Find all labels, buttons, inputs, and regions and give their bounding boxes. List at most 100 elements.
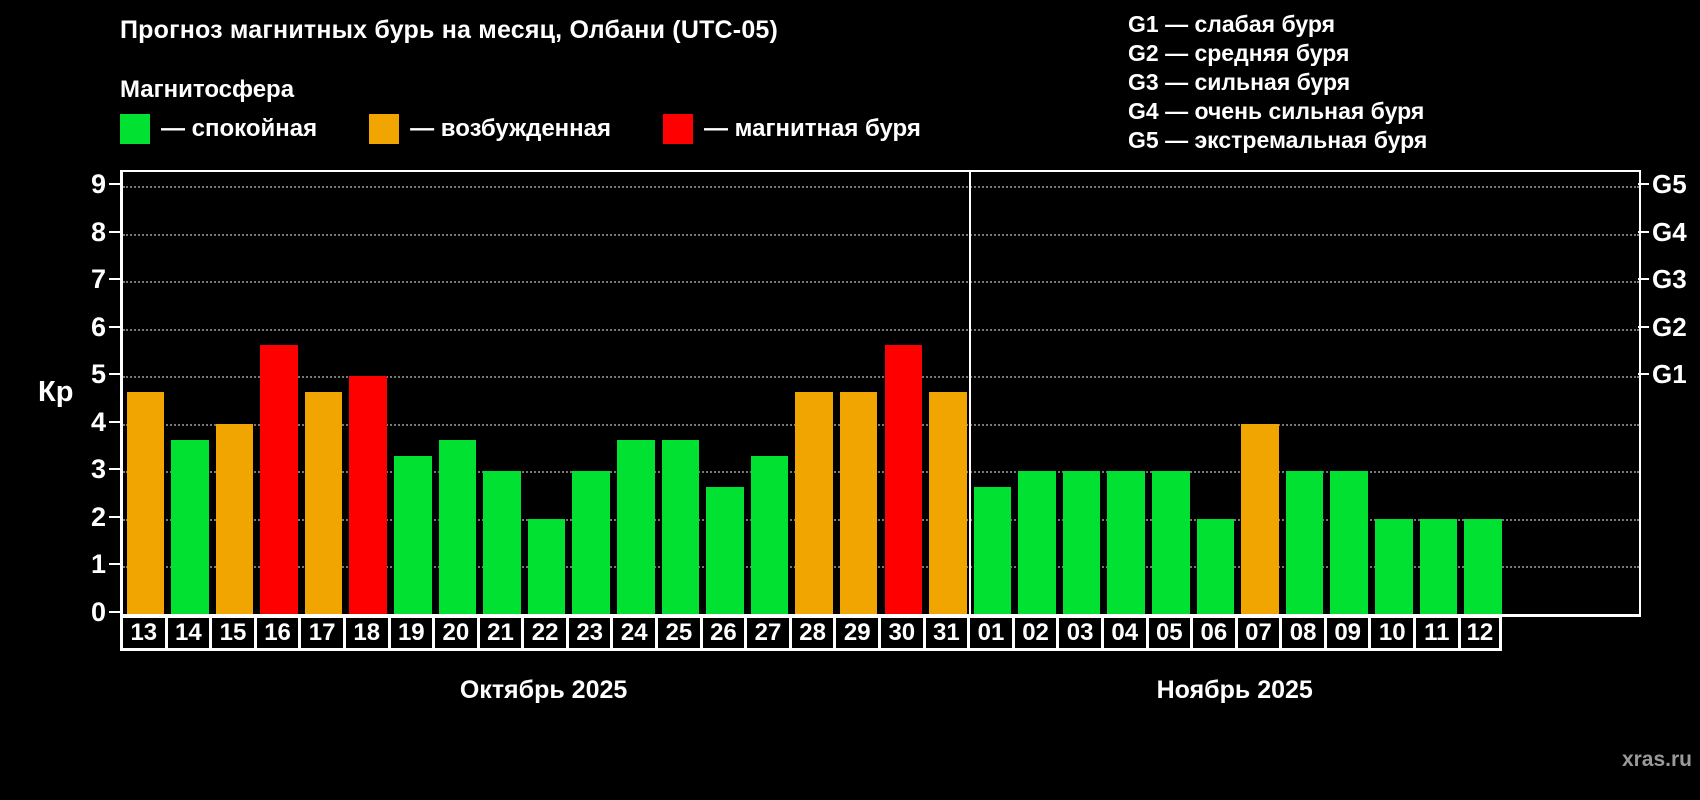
day-cell-10: 10: [1368, 615, 1414, 651]
bar-day-19: [394, 455, 432, 614]
legend-item-excited: — возбужденная: [369, 114, 611, 144]
day-cell-02: 02: [1011, 615, 1057, 651]
bar-day-10: [1374, 518, 1413, 614]
day-cell-01: 01: [967, 615, 1012, 651]
bar-day-18: [349, 376, 388, 614]
g-tick-G4: [1638, 230, 1649, 233]
g-tick-G1: [1638, 373, 1649, 376]
month-separator: [969, 172, 972, 614]
storm-color-swatch: [663, 114, 694, 144]
day-cell-21: 21: [476, 615, 522, 651]
g4-legend-line: G4 — очень сильная буря: [1128, 98, 1425, 124]
bar-day-28: [795, 392, 833, 614]
g-tick-label-G3: G3: [1652, 264, 1687, 295]
y-tick-8: [109, 230, 120, 233]
bar-day-04: [1107, 471, 1146, 614]
g-tick-label-G1: G1: [1652, 359, 1687, 390]
day-cell-22: 22: [521, 615, 566, 651]
gridline-kp-7: [123, 281, 1639, 284]
day-cell-25: 25: [655, 615, 700, 651]
gridline-kp-1: [123, 566, 1639, 569]
g-tick-G3: [1638, 278, 1649, 281]
legend-item-quiet: — спокойная: [120, 114, 317, 144]
quiet-color-swatch: [120, 114, 150, 144]
bar-day-14: [171, 439, 209, 614]
day-cell-26: 26: [699, 615, 745, 651]
y-tick-7: [109, 278, 120, 281]
bar-day-05: [1152, 471, 1190, 614]
day-cell-31: 31: [922, 615, 968, 651]
y-tick-label-0: 0: [90, 597, 106, 627]
day-cell-30: 30: [878, 615, 923, 651]
day-cell-09: 09: [1323, 615, 1369, 651]
g-scale-legend: G1 — слабая буря G2 — средняя буря G3 — …: [1128, 10, 1427, 155]
day-cell-06: 06: [1190, 615, 1235, 651]
gridline-kp-8: [123, 233, 1639, 236]
gridline-kp-2: [123, 518, 1639, 521]
month-label-Ноябрь 2025: Ноябрь 2025: [1156, 676, 1313, 704]
day-cell-08: 08: [1279, 615, 1324, 651]
day-cell-14: 14: [164, 615, 210, 651]
bar-day-03: [1062, 471, 1101, 614]
bar-day-30: [884, 344, 923, 614]
y-tick-4: [109, 420, 120, 423]
y-tick-2: [109, 515, 120, 518]
day-cell-20: 20: [432, 615, 477, 651]
gridline-kp-9: [123, 186, 1639, 189]
y-tick-label-4: 4: [90, 406, 106, 437]
gridline-kp-6: [123, 328, 1639, 331]
bar-day-21: [483, 471, 521, 614]
y-tick-label-9: 9: [90, 169, 106, 200]
gridline-kp-4: [123, 423, 1639, 426]
y-tick-6: [109, 325, 120, 328]
bar-day-13: [126, 392, 165, 614]
y-tick-label-2: 2: [90, 501, 106, 532]
bar-day-12: [1464, 518, 1502, 614]
bar-day-29: [839, 392, 878, 614]
bar-day-09: [1330, 471, 1368, 614]
g3-legend-line: G3 — сильная буря: [1128, 69, 1351, 95]
bar-day-23: [572, 471, 610, 614]
bar-day-15: [215, 423, 254, 614]
g-tick-G2: [1638, 325, 1649, 328]
day-cell-15: 15: [209, 615, 254, 651]
day-cell-24: 24: [610, 615, 656, 651]
day-cell-07: 07: [1234, 615, 1280, 651]
bar-day-22: [527, 518, 566, 614]
legend: — спокойная — возбужденная — магнитная б…: [120, 114, 921, 144]
day-cell-05: 05: [1145, 615, 1191, 651]
y-tick-label-1: 1: [90, 549, 106, 580]
y-tick-label-5: 5: [90, 359, 106, 390]
g2-legend-line: G2 — средняя буря: [1128, 40, 1350, 66]
watermark: xras.ru: [1621, 748, 1692, 771]
bar-day-31: [929, 392, 967, 614]
y-tick-label-6: 6: [90, 311, 106, 342]
day-cell-27: 27: [744, 615, 789, 651]
y-tick-9: [109, 183, 120, 186]
day-cell-29: 29: [833, 615, 878, 651]
day-cell-18: 18: [342, 615, 388, 651]
g-tick-G5: [1638, 183, 1649, 186]
g-tick-label-G4: G4: [1652, 216, 1687, 247]
bar-day-08: [1285, 471, 1324, 614]
day-cell-19: 19: [387, 615, 433, 651]
month-label-Октябрь 2025: Октябрь 2025: [459, 676, 628, 704]
legend-label-excited: — возбужденная: [410, 115, 612, 142]
legend-label-storm: — магнитная буря: [704, 115, 921, 142]
day-cell-23: 23: [565, 615, 611, 651]
gridline-kp-3: [123, 471, 1639, 474]
g-tick-label-G5: G5: [1652, 169, 1687, 200]
bar-day-26: [706, 487, 744, 614]
gridline-kp-5: [123, 376, 1639, 379]
day-cell-04: 04: [1100, 615, 1146, 651]
magnetosphere-label: Магнитосфера: [120, 76, 295, 103]
bar-day-24: [616, 439, 655, 614]
day-cell-13: 13: [120, 615, 165, 651]
excited-color-swatch: [369, 114, 400, 144]
y-tick-3: [109, 468, 120, 471]
bar-day-02: [1018, 471, 1056, 614]
bar-day-25: [661, 439, 700, 614]
y-tick-label-3: 3: [90, 454, 106, 485]
bar-day-16: [260, 344, 298, 614]
